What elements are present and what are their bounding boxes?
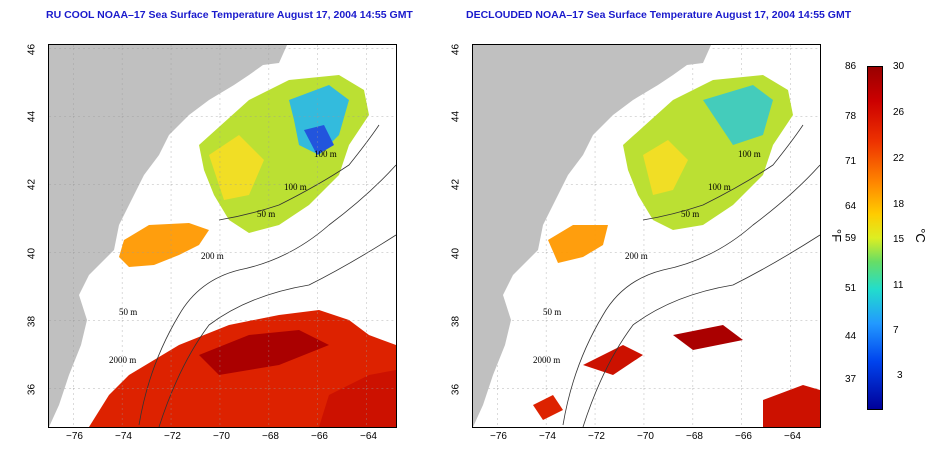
left-sst-map: 100 m 100 m 50 m 200 m 50 m 2000 m bbox=[48, 44, 397, 428]
x-tick: −64 bbox=[360, 431, 377, 442]
cool-water bbox=[703, 85, 773, 145]
celsius-tick: 15 bbox=[893, 234, 905, 245]
x-tick: −76 bbox=[490, 431, 507, 442]
contour-label: 100 m bbox=[708, 182, 731, 192]
celsius-tick: 3 bbox=[897, 370, 903, 381]
y-tick: 46 bbox=[450, 43, 462, 56]
temperature-colorbar bbox=[867, 66, 883, 410]
y-tick: 36 bbox=[26, 383, 38, 396]
celsius-tick: 11 bbox=[893, 280, 904, 291]
gulf-stream-patch bbox=[533, 395, 563, 420]
x-tick: −72 bbox=[164, 431, 181, 442]
y-tick: 42 bbox=[26, 178, 38, 191]
yellow-band bbox=[643, 140, 688, 195]
x-tick: −68 bbox=[686, 431, 703, 442]
x-tick: −70 bbox=[637, 431, 654, 442]
contour-label: 2000 m bbox=[109, 355, 136, 365]
y-tick: 40 bbox=[26, 247, 38, 260]
celsius-tick: 22 bbox=[893, 153, 905, 164]
contour-label: 50 m bbox=[681, 209, 699, 219]
fahrenheit-tick: 86 bbox=[845, 61, 857, 72]
y-tick: 44 bbox=[26, 110, 38, 123]
fahrenheit-tick: 51 bbox=[845, 283, 857, 294]
contour-label: 100 m bbox=[284, 182, 307, 192]
x-tick: −70 bbox=[213, 431, 230, 442]
contour-100m bbox=[642, 124, 804, 221]
contour-200m bbox=[562, 164, 820, 426]
celsius-tick: 30 bbox=[893, 61, 905, 72]
right-map-canvas: 100 m 100 m 50 m 200 m 50 m 2000 m bbox=[473, 45, 820, 427]
celsius-tick: 7 bbox=[893, 325, 899, 336]
y-tick: 36 bbox=[450, 383, 462, 396]
celsius-unit-label: °C bbox=[912, 228, 928, 243]
fahrenheit-tick: 44 bbox=[845, 331, 857, 342]
gulf-stream-patch bbox=[673, 325, 743, 350]
contour-label: 50 m bbox=[543, 307, 561, 317]
contour-label: 200 m bbox=[201, 251, 224, 261]
fahrenheit-tick: 37 bbox=[845, 374, 857, 385]
right-map-title: DECLOUDED NOAA–17 Sea Surface Temperatur… bbox=[466, 9, 852, 21]
contour-label: 50 m bbox=[119, 307, 137, 317]
fahrenheit-tick: 71 bbox=[845, 156, 857, 167]
x-tick: −66 bbox=[735, 431, 752, 442]
fahrenheit-tick: 59 bbox=[845, 233, 857, 244]
land-mass bbox=[473, 45, 711, 427]
x-tick: −66 bbox=[311, 431, 328, 442]
y-tick: 38 bbox=[26, 315, 38, 328]
warm-shelf-water bbox=[548, 225, 608, 263]
x-tick: −64 bbox=[784, 431, 801, 442]
contour-label: 200 m bbox=[625, 251, 648, 261]
fahrenheit-tick: 64 bbox=[845, 201, 857, 212]
gulf-stream-patch bbox=[583, 345, 643, 375]
y-tick: 38 bbox=[450, 315, 462, 328]
left-map-title: RU COOL NOAA–17 Sea Surface Temperature … bbox=[46, 9, 413, 21]
gulf-stream-patch bbox=[763, 385, 820, 427]
y-tick: 46 bbox=[26, 43, 38, 56]
y-tick: 42 bbox=[450, 178, 462, 191]
y-tick: 40 bbox=[450, 247, 462, 260]
fahrenheit-tick: 78 bbox=[845, 111, 857, 122]
x-tick: −74 bbox=[115, 431, 132, 442]
right-sst-map: 100 m 100 m 50 m 200 m 50 m 2000 m bbox=[472, 44, 821, 428]
x-tick: −72 bbox=[588, 431, 605, 442]
celsius-tick: 18 bbox=[893, 199, 905, 210]
x-tick: −76 bbox=[66, 431, 83, 442]
celsius-tick: 26 bbox=[893, 107, 905, 118]
x-tick: −74 bbox=[539, 431, 556, 442]
contour-label: 50 m bbox=[257, 209, 275, 219]
fahrenheit-unit-label: °F bbox=[829, 228, 845, 243]
x-tick: −68 bbox=[262, 431, 279, 442]
contour-label: 100 m bbox=[738, 149, 761, 159]
contour-label: 100 m bbox=[314, 149, 337, 159]
contour-2000m bbox=[582, 234, 820, 427]
left-map-canvas: 100 m 100 m 50 m 200 m 50 m 2000 m bbox=[49, 45, 396, 427]
contour-label: 2000 m bbox=[533, 355, 560, 365]
y-tick: 44 bbox=[450, 110, 462, 123]
